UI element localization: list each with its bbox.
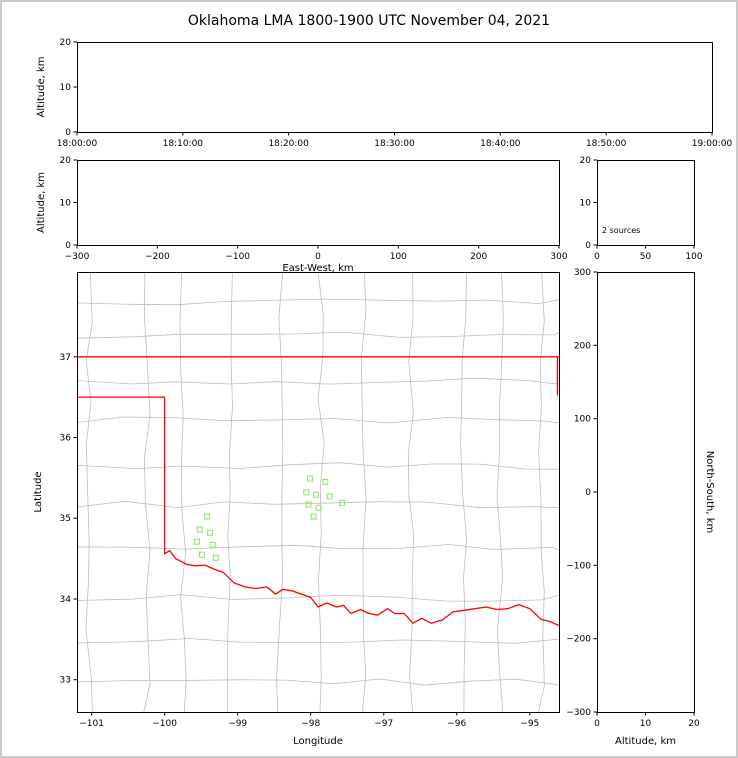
page-title: Oklahoma LMA 1800-1900 UTC November 04, …	[187, 13, 551, 29]
x-tick-label: −99	[228, 719, 247, 729]
y-tick-label: 0	[585, 488, 591, 498]
y-tick-label: 35	[60, 514, 71, 524]
x-tick-label: 18:40:00	[480, 139, 521, 149]
y-axis-label: North-South, km	[704, 451, 715, 534]
x-tick-label: 300	[550, 252, 567, 262]
panel-ew_height: −300 −200 −100 0 100 200 300 0 10 20 East-West, km…	[36, 156, 568, 274]
sources-count-label: 2 sources	[602, 226, 640, 235]
y-tick-label: 100	[574, 415, 591, 425]
x-tick-label: 0	[315, 252, 321, 262]
x-tick-label: 100	[390, 252, 407, 262]
y-tick-label: 10	[580, 199, 592, 209]
panel-alt_hist: 0 50 100 0 10 20 2 sources	[580, 156, 703, 262]
y-axis-label: Altitude, km	[36, 57, 47, 118]
x-tick-label: 19:00:00	[692, 139, 733, 149]
y-tick-label: −100	[566, 561, 591, 571]
y-tick-label: 33	[60, 676, 71, 686]
y-tick-label: 0	[585, 241, 591, 251]
x-tick-label: 18:20:00	[268, 139, 309, 149]
panel-time_height: 18:00:00 18:10:00 18:20:00 18:30:00 18:40:00…	[36, 38, 732, 149]
y-tick-label: −300	[566, 708, 591, 718]
x-tick-label: 18:00:00	[57, 139, 98, 149]
y-tick-label: 0	[65, 128, 71, 138]
y-tick-label: 20	[580, 156, 592, 166]
source-markers	[193, 475, 346, 561]
y-tick-label: −200	[566, 635, 591, 645]
y-tick-label: 0	[65, 241, 71, 251]
x-tick-label: 100	[685, 252, 702, 262]
x-axis-label: East-West, km	[282, 263, 353, 274]
state-border	[77, 356, 559, 627]
x-tick-label: 10	[640, 719, 652, 729]
county-lines	[77, 272, 559, 712]
y-tick-label: 34	[60, 595, 72, 605]
x-tick-label: 18:50:00	[586, 139, 627, 149]
y-tick-label: 10	[60, 83, 72, 93]
y-tick-label: 300	[574, 268, 591, 278]
x-tick-label: −101	[79, 719, 104, 729]
x-tick-label: 50	[640, 252, 652, 262]
panel-ns_height: 0 10 20 300 200 100 0 −100 −200 −300 Altitude, km N…	[566, 268, 715, 747]
x-tick-label: −97	[374, 719, 393, 729]
x-tick-label: −300	[65, 252, 90, 262]
y-axis-label: Altitude, km	[36, 172, 47, 233]
x-tick-label: −100	[225, 252, 250, 262]
y-tick-label: 36	[60, 434, 72, 444]
y-tick-label: 10	[60, 199, 72, 209]
x-tick-label: −96	[447, 719, 466, 729]
panel-plan_view: −101 −100 −99 −98 −97 −96 −95 33 34 35 36 37 Longitu…	[33, 272, 560, 747]
x-tick-label: 20	[688, 719, 700, 729]
x-tick-label: −95	[520, 719, 539, 729]
x-tick-label: 18:10:00	[163, 139, 204, 149]
x-tick-label: −100	[152, 719, 177, 729]
x-tick-label: −200	[145, 252, 170, 262]
y-axis-label: Latitude	[33, 471, 44, 512]
x-axis-label: Longitude	[293, 736, 343, 747]
y-tick-label: 37	[60, 353, 71, 363]
x-axis-label: Altitude, km	[615, 736, 676, 747]
x-tick-label: 18:30:00	[374, 139, 415, 149]
y-tick-label: 20	[60, 156, 72, 166]
x-tick-label: 200	[470, 252, 487, 262]
x-tick-label: 0	[594, 719, 600, 729]
y-tick-label: 200	[574, 341, 591, 351]
x-tick-label: 0	[594, 252, 600, 262]
y-tick-label: 20	[60, 38, 72, 48]
x-tick-label: −98	[301, 719, 320, 729]
